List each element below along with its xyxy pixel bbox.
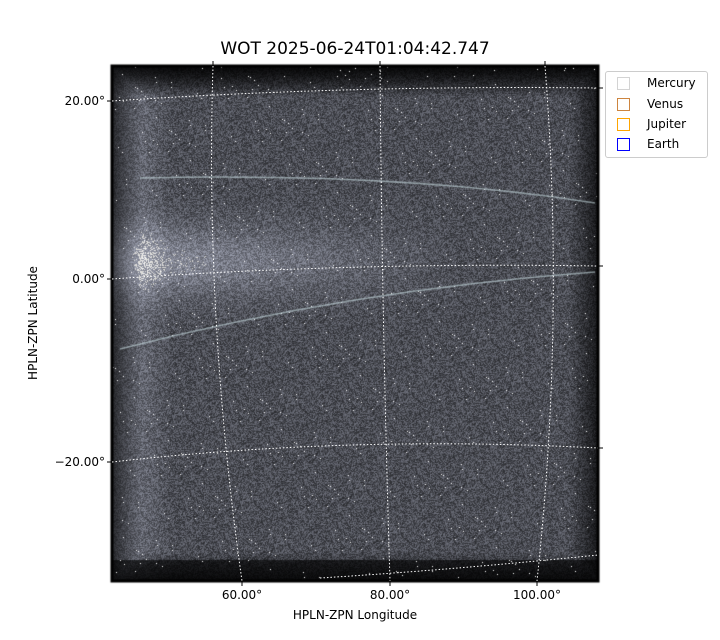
chart-title: WOT 2025-06-24T01:04:42.747 [220,39,490,59]
legend-label: Mercury [647,76,696,90]
y-axis-label: HPLN-ZPN Latitude [26,266,40,380]
legend-label: Earth [647,137,680,151]
legend-swatch [617,117,630,131]
legend: Mercury Venus Jupiter Earth [605,71,708,158]
y-tick-label: 0.00° [72,272,105,286]
legend-item-jupiter: Jupiter [617,114,686,134]
legend-swatch [617,137,630,151]
legend-label: Venus [647,97,684,111]
grid-line-lat [111,443,599,463]
y-tick-label: −20.00° [54,455,105,469]
x-tick-label: 100.00° [513,588,561,602]
grid-line-lat [319,554,599,579]
legend-item-mercury: Mercury [617,73,696,93]
grid-line-lon [211,65,243,582]
x-tick-label: 60.00° [221,588,263,602]
legend-label: Jupiter [647,117,687,131]
grid-line-lon [536,65,554,582]
x-tick-label: 80.00° [369,588,411,602]
legend-swatch [617,97,630,111]
grid-line-lon [379,65,391,582]
y-tick-label: 20.00° [64,94,105,108]
x-axis-label: HPLN-ZPN Longitude [292,608,418,622]
legend-item-earth: Earth [617,134,679,154]
grid-line-lat [111,264,599,280]
grid-line-lat [111,87,599,102]
legend-swatch [617,76,630,90]
legend-item-venus: Venus [617,94,683,114]
